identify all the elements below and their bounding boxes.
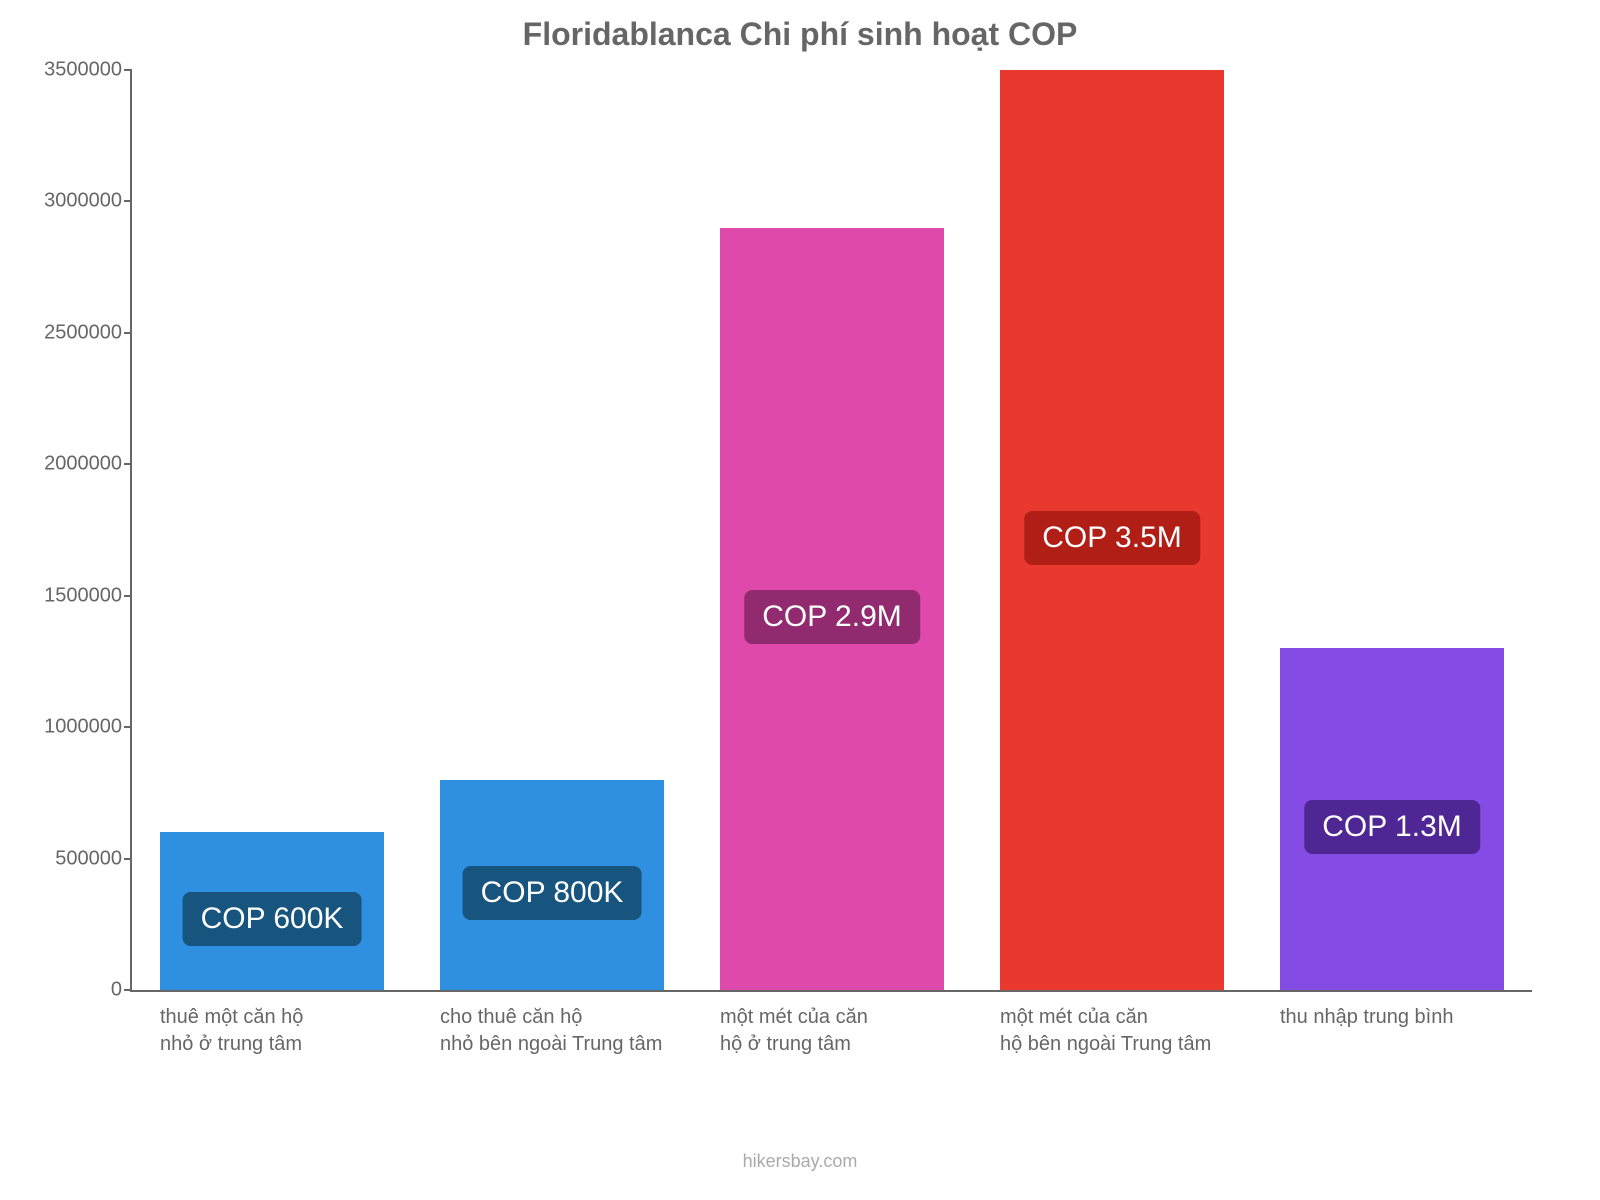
bar-slot: COP 800Kcho thuê căn hộ nhỏ bên ngoài Tr… [412, 70, 692, 990]
y-tick-mark [124, 200, 132, 202]
y-tick-mark [124, 726, 132, 728]
value-label: COP 600K [183, 892, 362, 946]
bar-slot: COP 600Kthuê một căn hộ nhỏ ở trung tâm [132, 70, 412, 990]
x-tick-label: một mét của căn hộ ở trung tâm [720, 1004, 1024, 1058]
y-tick-mark [124, 858, 132, 860]
y-tick-mark [124, 69, 132, 71]
y-tick-label: 0 [22, 979, 122, 1002]
cost-of-living-chart: Floridablanca Chi phí sinh hoạt COP 0500… [0, 0, 1600, 1200]
y-tick-mark [124, 332, 132, 334]
x-tick-label: cho thuê căn hộ nhỏ bên ngoài Trung tâm [440, 1004, 744, 1058]
y-tick-mark [124, 595, 132, 597]
attribution: hikersbay.com [0, 1151, 1600, 1172]
bar-slot: COP 2.9Mmột mét của căn hộ ở trung tâm [692, 70, 972, 990]
plot-area: 0500000100000015000002000000250000030000… [130, 70, 1532, 992]
x-tick-label: một mét của căn hộ bên ngoài Trung tâm [1000, 1004, 1304, 1058]
value-label: COP 800K [463, 866, 642, 920]
y-tick-label: 2500000 [22, 321, 122, 344]
value-label: COP 3.5M [1024, 511, 1200, 565]
y-tick-mark [124, 463, 132, 465]
bar-slot: COP 3.5Mmột mét của căn hộ bên ngoài Tru… [972, 70, 1252, 990]
y-tick-mark [124, 989, 132, 991]
chart-title: Floridablanca Chi phí sinh hoạt COP [0, 16, 1600, 53]
y-tick-label: 3000000 [22, 190, 122, 213]
value-label: COP 1.3M [1304, 800, 1480, 854]
y-tick-label: 2000000 [22, 453, 122, 476]
y-tick-label: 1000000 [22, 716, 122, 739]
y-tick-label: 1500000 [22, 584, 122, 607]
y-tick-label: 3500000 [22, 59, 122, 82]
y-tick-label: 500000 [22, 847, 122, 870]
bar-slot: COP 1.3Mthu nhập trung bình [1252, 70, 1532, 990]
value-label: COP 2.9M [744, 590, 920, 644]
x-tick-label: thuê một căn hộ nhỏ ở trung tâm [160, 1004, 464, 1058]
x-tick-label: thu nhập trung bình [1280, 1004, 1584, 1031]
